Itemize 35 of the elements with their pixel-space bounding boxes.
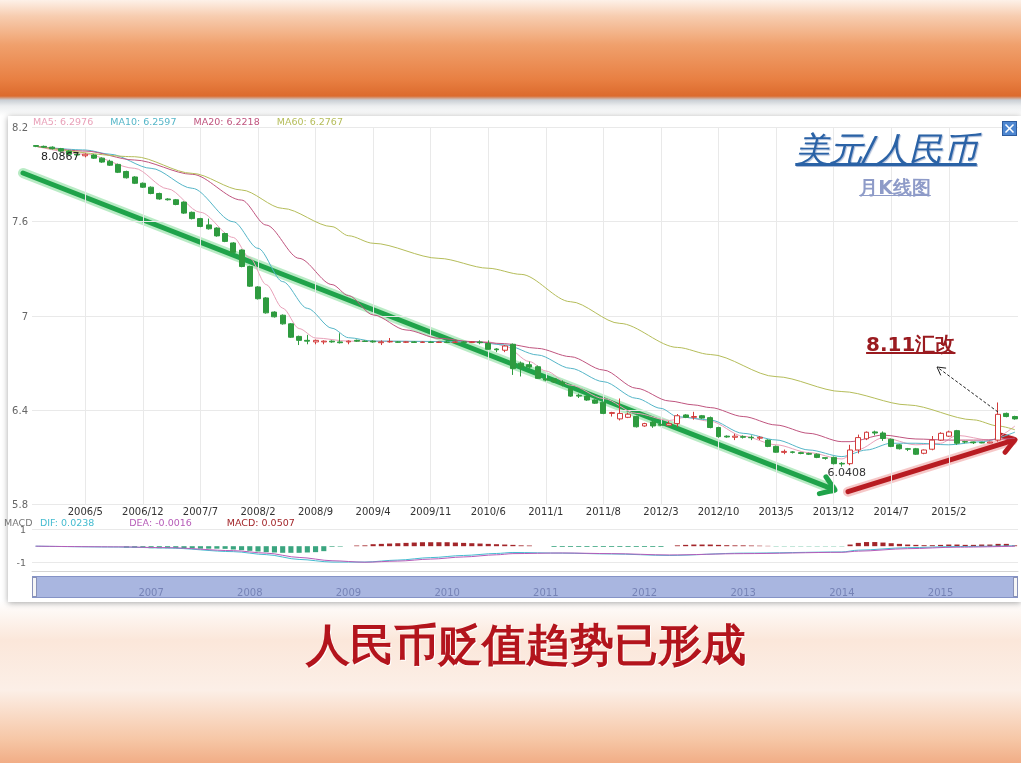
x-tick-label: 2009/11: [409, 506, 452, 517]
y-tick-label: 7.6: [12, 216, 28, 228]
x-tick-label: 2012/10: [697, 506, 740, 517]
y-tick-label: 6.4: [12, 404, 28, 416]
x-tick-label: 2013/12: [812, 506, 855, 517]
series-label: MACD: 0.0507: [226, 516, 295, 528]
x-tick-label: 2006/12: [122, 506, 164, 517]
text: MA60: 6.2767: [276, 115, 343, 127]
text: 人民币贬值趋势已形成: [304, 618, 747, 672]
series-label: DIF: 0.0238: [40, 516, 95, 528]
text: MA20: 6.2218: [193, 115, 260, 127]
y-tick-label: 8.2: [12, 122, 28, 133]
x-tick-label: 2012/3: [643, 506, 679, 517]
text: 月K线图: [858, 175, 932, 199]
x-tick-label: 2006/5: [67, 506, 103, 517]
x-tick-label: 2014/7: [873, 506, 909, 517]
y-tick-label: -1: [16, 557, 26, 569]
x-tick-label: 2011/8: [585, 506, 621, 517]
x-tick-label: 2013/5: [758, 506, 794, 517]
y-tick-label: 7: [21, 310, 28, 322]
x-tick-label: 2008/2: [240, 506, 276, 517]
text: MA5: 6.2976: [33, 115, 94, 127]
text: DEA: -0.0016: [129, 516, 192, 528]
text: MA10: 6.2597: [110, 115, 177, 127]
x-tick-label: 2007/7: [182, 506, 219, 517]
annotation: 6.0408: [827, 465, 867, 480]
annotation: 8.11汇改: [866, 331, 956, 356]
x-tick-label: 2009/4: [355, 506, 391, 517]
x-tick-label: 2008/9: [297, 506, 334, 517]
annotation: 8.0867: [40, 150, 80, 164]
x-tick-label: 2010/6: [470, 506, 506, 517]
y-tick-label: 5.8: [12, 499, 28, 510]
chart-title: 美元/人民币: [794, 128, 983, 170]
x-tick-label: 2015/2: [931, 506, 967, 517]
x-tick-label: 2011/1: [528, 506, 564, 517]
